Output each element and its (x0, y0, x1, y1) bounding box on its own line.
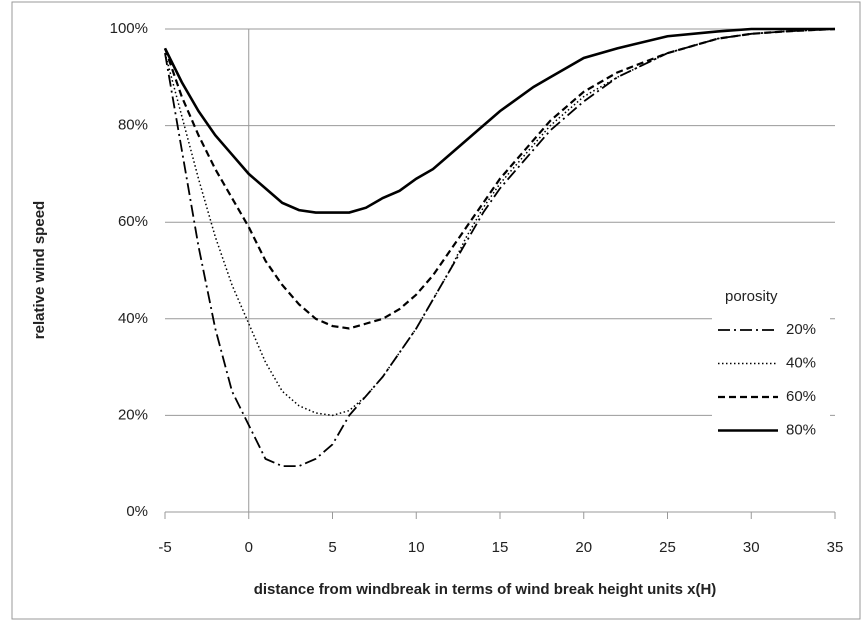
x-tick-label: -5 (158, 539, 171, 556)
y-tick-label: 100% (110, 20, 148, 37)
y-tick-label: 0% (126, 503, 148, 520)
x-axis-label: distance from windbreak in terms of wind… (254, 581, 717, 598)
legend-label: 60% (786, 388, 816, 405)
y-axis-label: relative wind speed (31, 201, 48, 339)
legend-box (712, 280, 830, 445)
legend-title: porosity (725, 288, 778, 305)
series-line (163, 27, 835, 214)
legend-label: 40% (786, 354, 816, 371)
y-tick-label: 20% (118, 406, 148, 423)
series-line (164, 28, 836, 417)
y-tick-label: 60% (118, 213, 148, 230)
x-tick-label: 15 (492, 539, 509, 556)
series-line (163, 27, 836, 330)
x-tick-label: 25 (659, 539, 676, 556)
x-tick-label: 30 (743, 539, 760, 556)
y-tick-label: 80% (118, 117, 148, 134)
legend-label: 80% (786, 421, 816, 438)
x-tick-label: 0 (245, 539, 253, 556)
x-tick-label: 35 (827, 539, 844, 556)
x-tick-label: 5 (328, 539, 336, 556)
legend-label: 20% (786, 321, 816, 338)
x-tick-label: 10 (408, 539, 425, 556)
x-tick-label: 20 (575, 539, 592, 556)
y-tick-label: 40% (118, 310, 148, 327)
